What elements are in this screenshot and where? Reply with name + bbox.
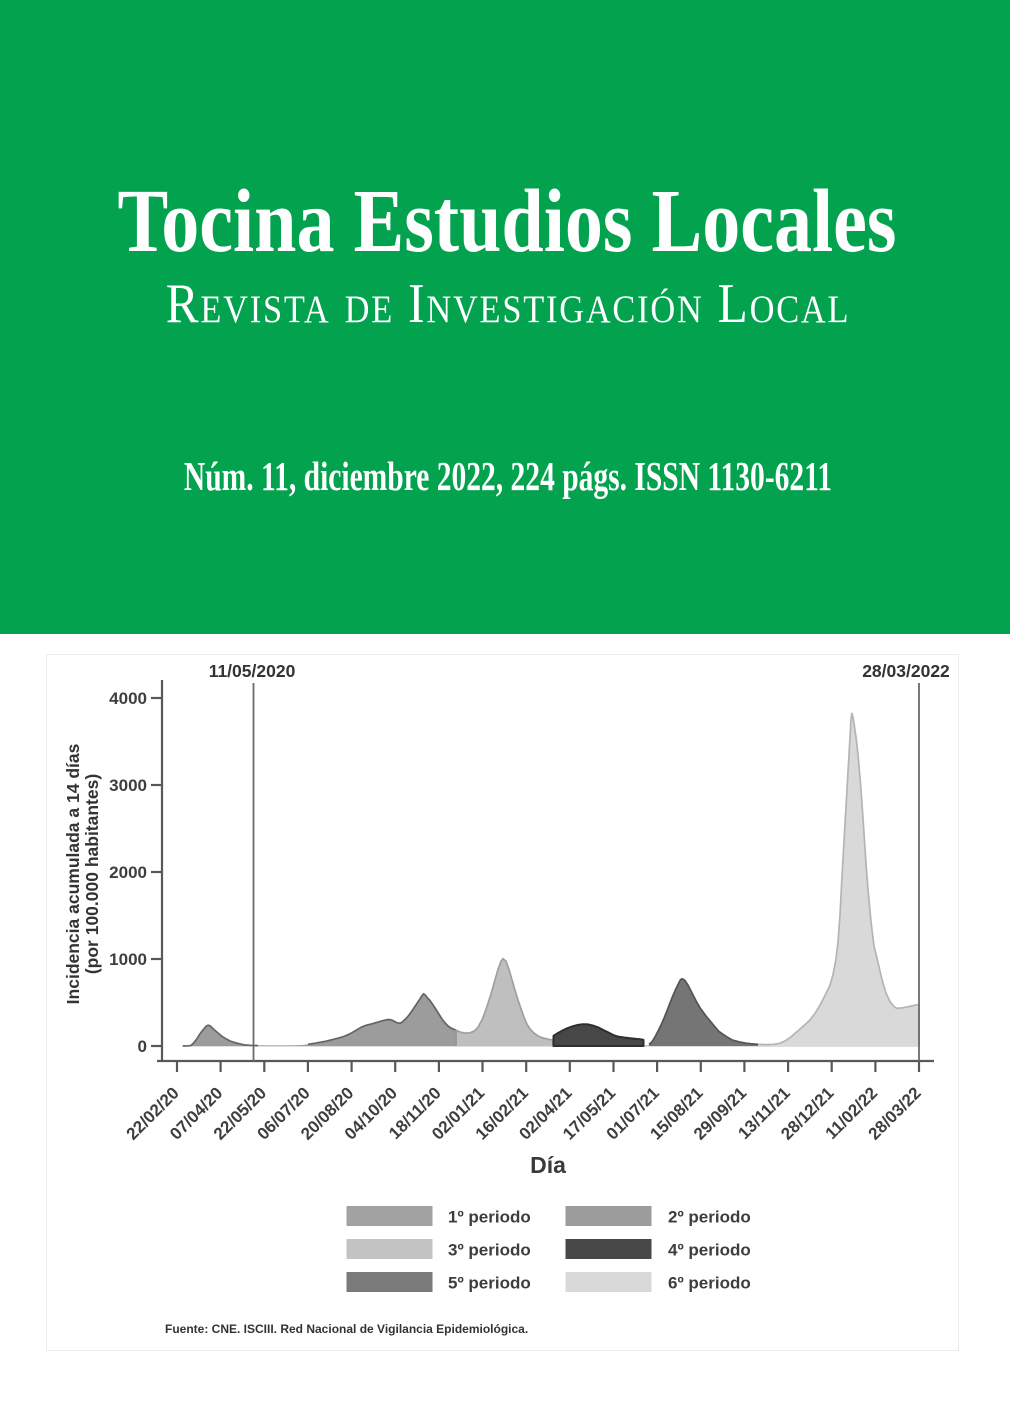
svg-text:1000: 1000	[109, 950, 147, 969]
svg-text:28/03/2022: 28/03/2022	[862, 661, 950, 681]
svg-text:3000: 3000	[109, 776, 147, 795]
svg-text:4000: 4000	[109, 689, 147, 708]
svg-text:Día: Día	[530, 1152, 566, 1178]
svg-text:(por 100.000 habitantes): (por 100.000 habitantes)	[82, 774, 102, 974]
svg-text:11/05/2020: 11/05/2020	[209, 661, 296, 681]
svg-text:Fuente: CNE. ISCIII. Red Nacio: Fuente: CNE. ISCIII. Red Nacional de Vig…	[165, 1322, 528, 1336]
svg-text:1º periodo: 1º periodo	[448, 1208, 531, 1227]
svg-text:Incidencia acumulada a 14 días: Incidencia acumulada a 14 días	[63, 743, 83, 1004]
svg-text:5º periodo: 5º periodo	[448, 1274, 531, 1293]
svg-text:2º periodo: 2º periodo	[668, 1208, 751, 1227]
svg-text:3º periodo: 3º periodo	[448, 1241, 531, 1260]
svg-text:4º periodo: 4º periodo	[668, 1241, 751, 1260]
svg-text:6º periodo: 6º periodo	[668, 1274, 751, 1293]
svg-text:2000: 2000	[109, 863, 147, 882]
svg-text:0: 0	[138, 1037, 147, 1056]
